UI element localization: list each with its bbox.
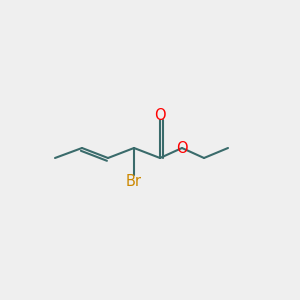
Text: O: O bbox=[154, 107, 166, 122]
Text: O: O bbox=[176, 140, 188, 155]
Text: Br: Br bbox=[126, 175, 142, 190]
